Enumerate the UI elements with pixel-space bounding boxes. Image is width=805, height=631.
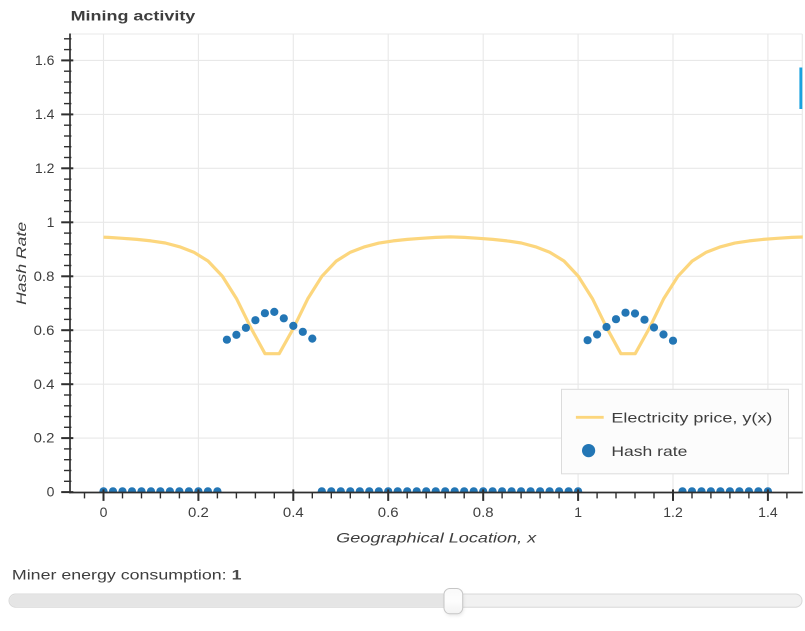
svg-text:0.4: 0.4 xyxy=(34,376,55,392)
svg-text:1: 1 xyxy=(47,214,55,230)
svg-text:1.2: 1.2 xyxy=(663,504,683,520)
svg-text:Mining activity: Mining activity xyxy=(71,7,196,23)
svg-text:1: 1 xyxy=(574,504,582,520)
svg-text:Miner energy consumption: 1: Miner energy consumption: 1 xyxy=(12,566,242,582)
svg-text:1.4: 1.4 xyxy=(758,504,778,520)
svg-text:0.6: 0.6 xyxy=(34,322,55,338)
svg-text:Geographical Location, x: Geographical Location, x xyxy=(336,529,537,545)
svg-text:0.2: 0.2 xyxy=(34,430,55,446)
svg-text:1.4: 1.4 xyxy=(35,106,55,122)
svg-text:0.4: 0.4 xyxy=(283,504,304,520)
svg-text:0: 0 xyxy=(100,504,108,520)
svg-text:1.6: 1.6 xyxy=(35,52,55,68)
svg-text:Hash Rate: Hash Rate xyxy=(13,222,29,305)
svg-text:0.6: 0.6 xyxy=(378,504,399,520)
svg-text:Electricity price, y(x): Electricity price, y(x) xyxy=(611,409,772,425)
svg-text:0.8: 0.8 xyxy=(473,504,494,520)
svg-text:0.8: 0.8 xyxy=(34,268,55,284)
svg-text:1.2: 1.2 xyxy=(35,160,55,176)
svg-text:Hash rate: Hash rate xyxy=(611,443,687,459)
svg-text:0.2: 0.2 xyxy=(188,504,209,520)
svg-text:0: 0 xyxy=(47,484,55,500)
